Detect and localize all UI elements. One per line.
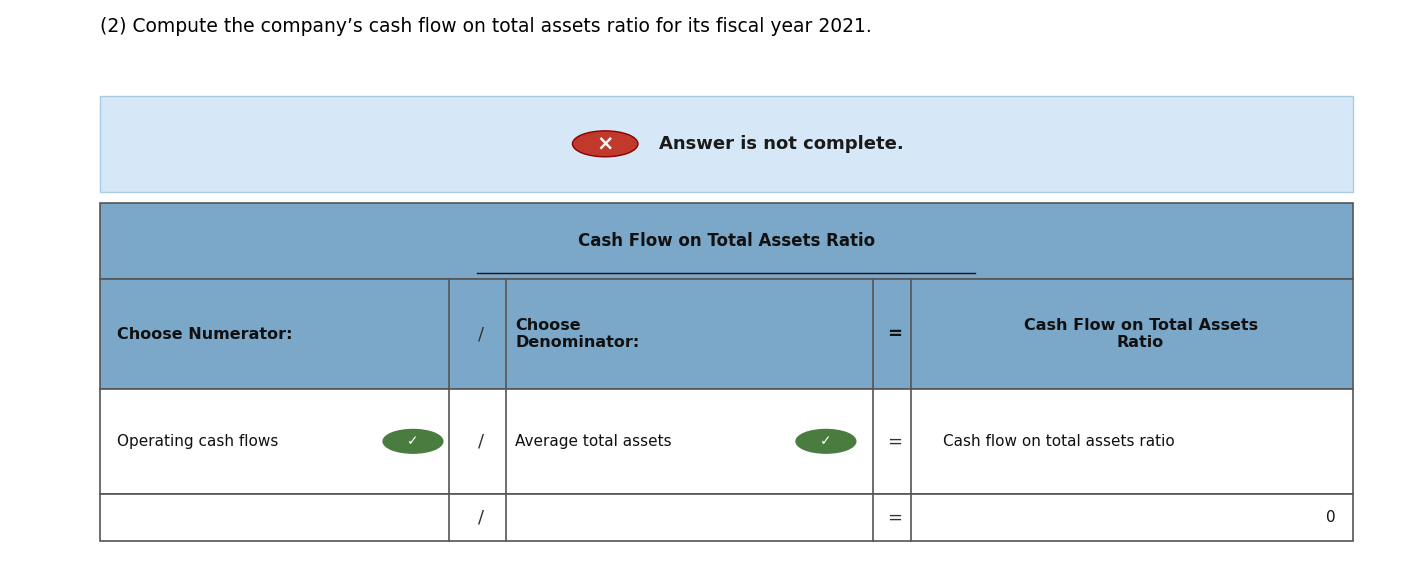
Circle shape [796, 430, 856, 453]
Text: 0: 0 [1326, 510, 1336, 525]
Text: Operating cash flows: Operating cash flows [117, 434, 278, 449]
Text: Choose
Denominator:: Choose Denominator: [515, 318, 639, 350]
Text: /: / [478, 325, 484, 343]
Text: =: = [887, 509, 901, 526]
Text: ✓: ✓ [820, 434, 832, 448]
FancyBboxPatch shape [100, 494, 1353, 541]
FancyBboxPatch shape [100, 279, 1353, 389]
Text: /: / [478, 433, 484, 450]
Text: =: = [887, 433, 901, 450]
FancyBboxPatch shape [100, 203, 1353, 279]
Text: ×: × [597, 134, 614, 154]
Text: /: / [478, 509, 484, 526]
FancyBboxPatch shape [100, 389, 1353, 494]
Circle shape [383, 430, 443, 453]
Text: Average total assets: Average total assets [515, 434, 672, 449]
Text: Answer is not complete.: Answer is not complete. [659, 135, 904, 153]
Text: Cash flow on total assets ratio: Cash flow on total assets ratio [943, 434, 1175, 449]
Text: ✓: ✓ [407, 434, 419, 448]
Circle shape [572, 131, 638, 157]
Text: Choose Numerator:: Choose Numerator: [117, 327, 292, 342]
Text: Cash Flow on Total Assets
Ratio: Cash Flow on Total Assets Ratio [1024, 318, 1257, 350]
FancyBboxPatch shape [100, 96, 1353, 192]
Text: Cash Flow on Total Assets Ratio: Cash Flow on Total Assets Ratio [578, 232, 874, 250]
Text: (2) Compute the company’s cash flow on total assets ratio for its fiscal year 20: (2) Compute the company’s cash flow on t… [100, 17, 871, 36]
Text: =: = [887, 325, 901, 343]
